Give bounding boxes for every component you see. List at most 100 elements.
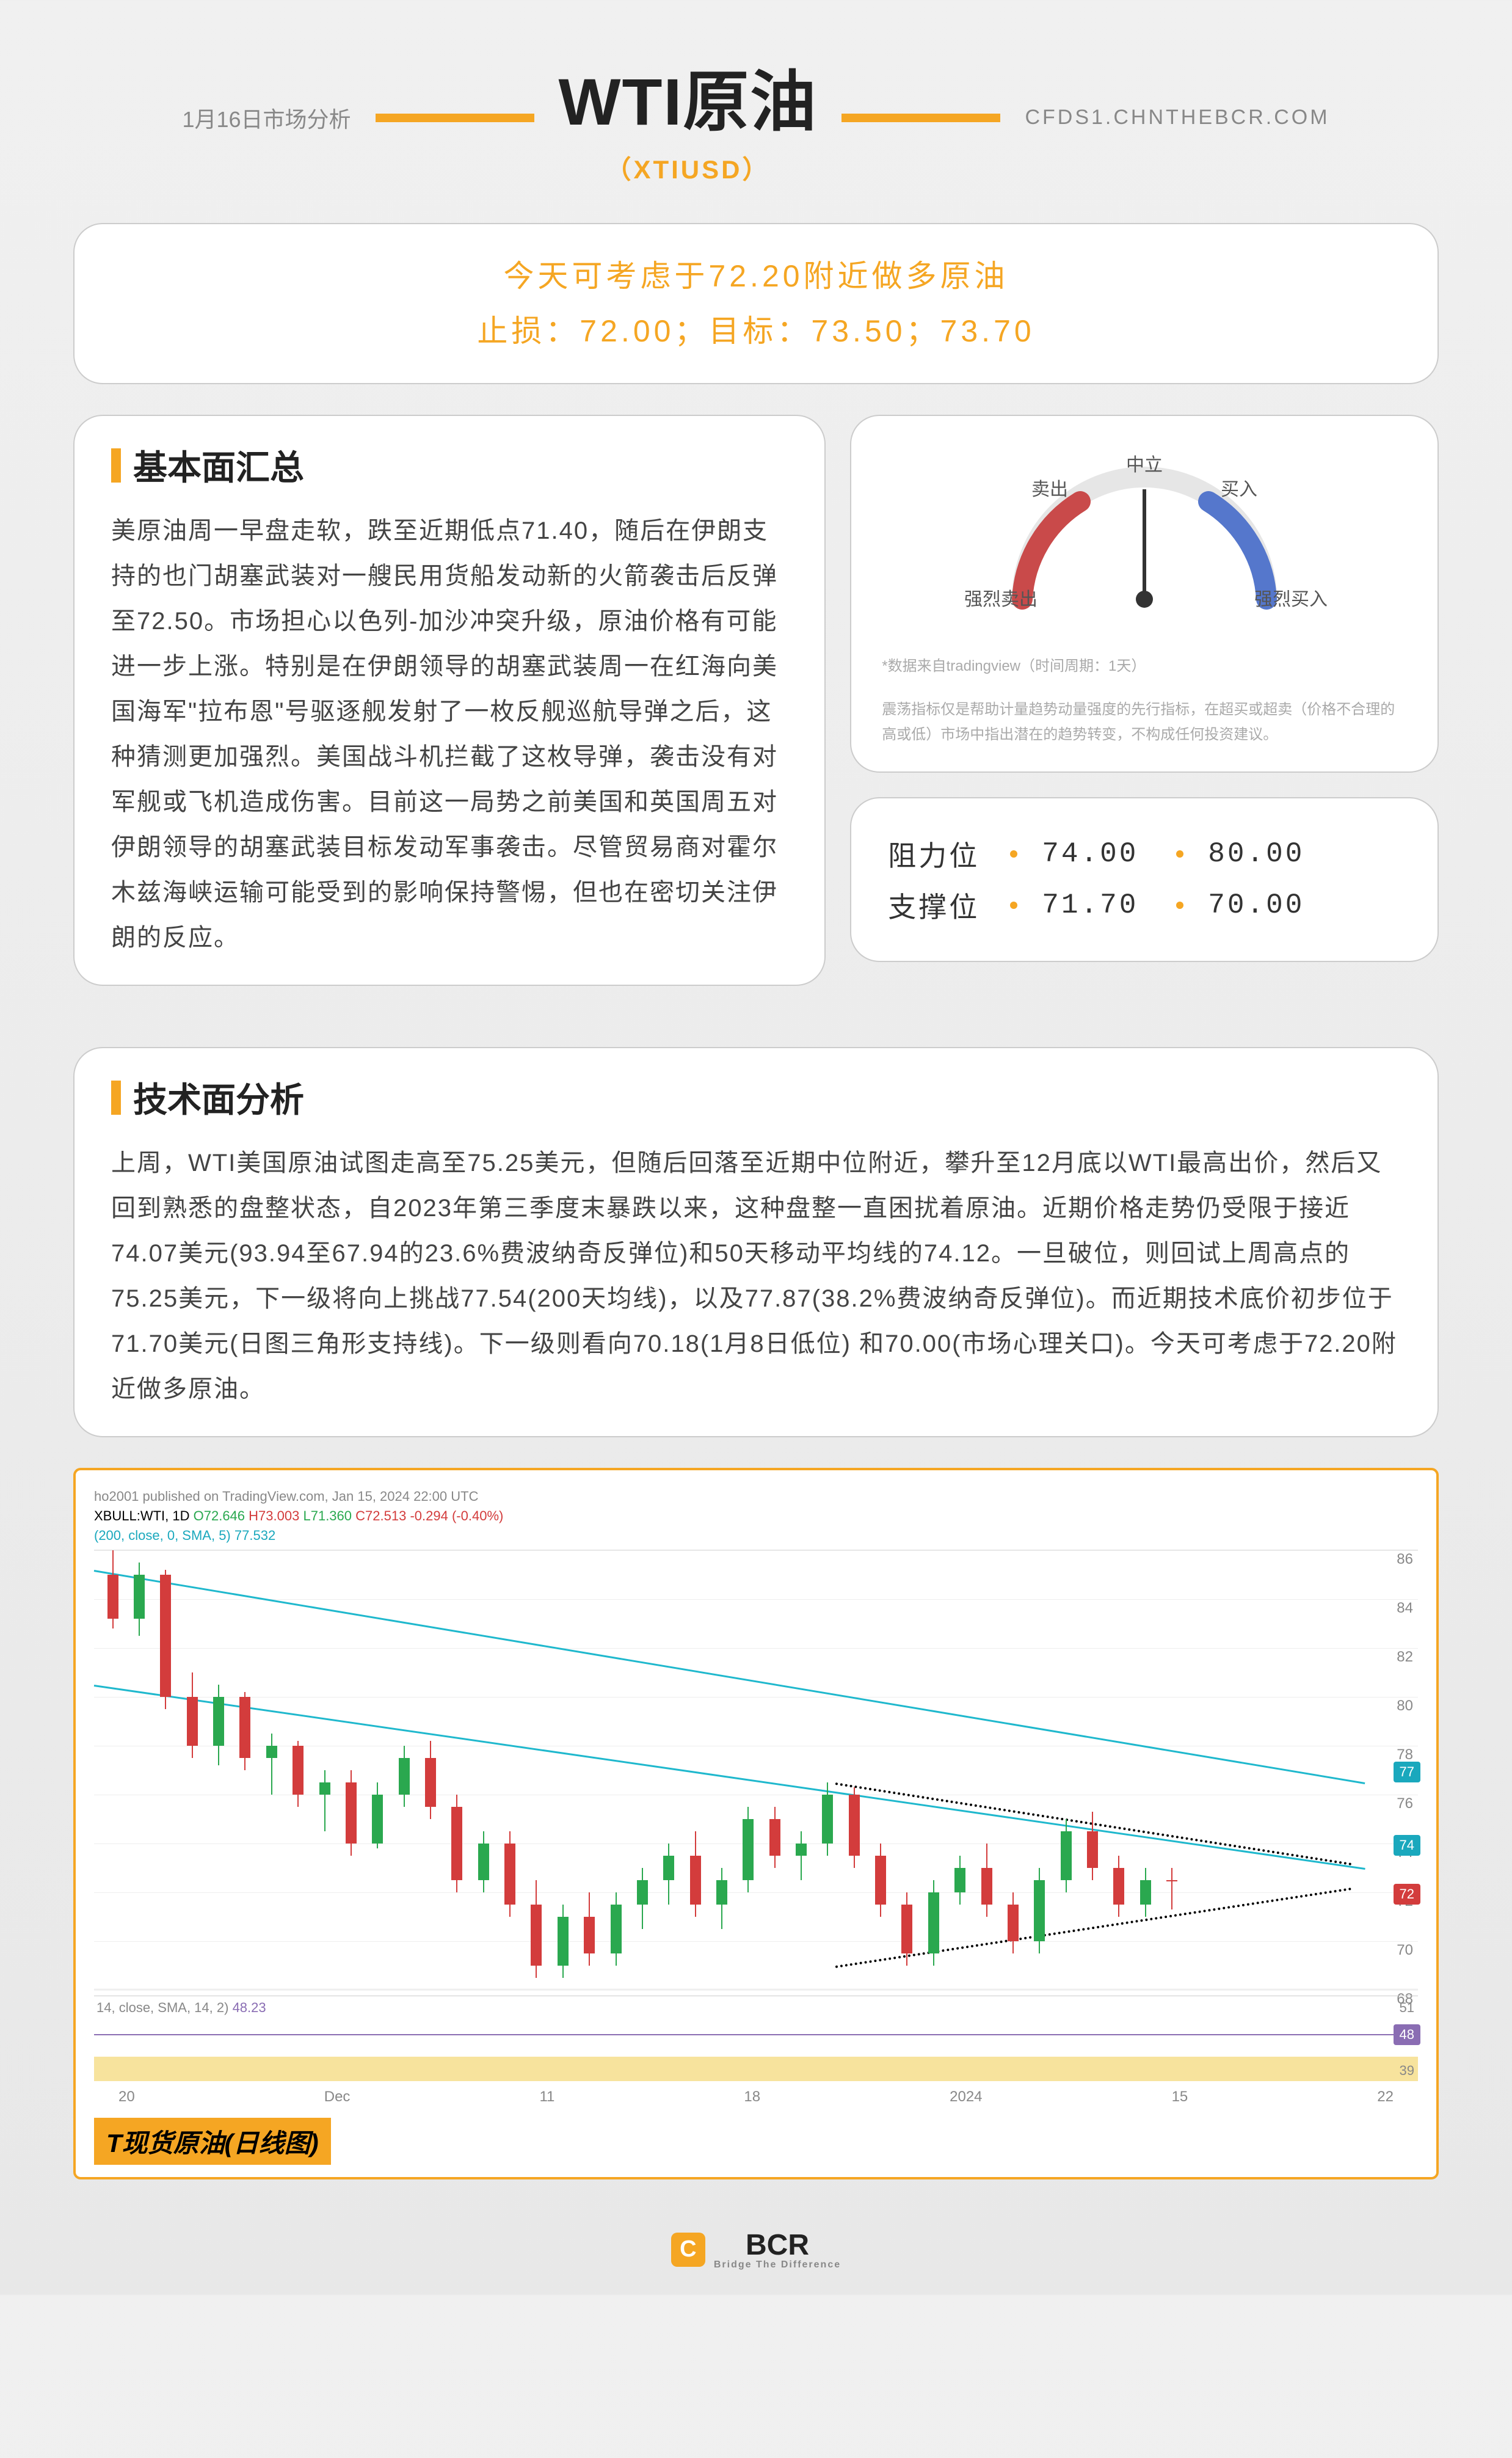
candle [1140,1868,1151,1917]
candle [611,1892,622,1966]
gauge-card: 中立 卖出 买入 强烈卖出 强烈买入 *数据来自tradingview（时间周期… [850,415,1439,773]
candle [584,1892,595,1966]
ohlc-chg: -0.294 [410,1508,448,1523]
candle [796,1831,807,1880]
ohlc-c: C72.513 [355,1508,406,1523]
brand-name: BCR [714,2228,841,2262]
candle [1087,1812,1098,1880]
brand-icon: C [671,2233,705,2267]
x-tick: Dec [324,2088,351,2106]
x-tick: 20 [118,2088,135,2106]
fundamental-text: 美原油周一早盘走软，跌至近期低点71.40，随后在伊朗支持的也门胡塞武装对一艘民… [111,508,788,960]
fundamental-title: 基本面汇总 [111,440,788,490]
gauge-buy-label: 买入 [1221,480,1257,500]
sma200-label: (200, close, 0, SMA, 5) 77.532 [94,1528,1418,1544]
candle [372,1782,383,1848]
chart-x-axis: 20 Dec 11 18 2024 15 22 [94,2081,1418,2106]
support-label: 支撑位 [888,885,986,925]
candle [187,1672,198,1758]
candle [637,1868,648,1929]
gauge-neutral-label: 中立 [1126,455,1163,475]
candle [266,1734,277,1795]
candle [954,1856,965,1905]
support-row: 支撑位 71.70 70.00 [888,885,1401,925]
page-subtitle: （XTIUSD） [559,149,818,186]
candle [1166,1868,1177,1909]
symbol: XBULL:WTI, 1D [94,1508,189,1523]
header-row: 1月16日市场分析 WTI原油 （XTIUSD） CFDS1.CHNTHEBCR… [73,49,1439,186]
right-column: 中立 卖出 买入 强烈卖出 强烈买入 *数据来自tradingview（时间周期… [850,415,1439,1016]
gauge-note-2: 震荡指标仅是帮助计量趋势动量强度的先行指标，在超买或超卖（价格不合理的高或低）市… [882,698,1407,748]
candle [239,1692,250,1770]
gauge-strong-sell-label: 强烈卖出 [964,589,1038,610]
indicator-label: 14, close, SMA, 14, 2) 48.23 [94,1996,1418,2016]
candle [293,1741,303,1807]
candle [451,1795,462,1892]
candle [1008,1892,1019,1953]
candle [822,1782,833,1856]
indicator-fill [94,2057,1418,2081]
accent-bar-left [376,114,534,122]
candle [716,1868,727,1929]
footer-brand: C BCR Bridge The Difference [73,2228,1439,2270]
gauge-sell-label: 卖出 [1031,480,1068,500]
x-tick: 22 [1377,2088,1394,2106]
gauge-note-1: *数据来自tradingview（时间周期：1天） [882,654,1407,679]
header-url: CFDS1.CHNTHEBCR.COM [1025,106,1329,129]
sentiment-gauge: 中立 卖出 买入 强烈卖出 强烈买入 [949,440,1340,636]
y-gridline: 86 [94,1550,1418,1568]
candle [399,1746,410,1807]
price-chart-card: ho2001 published on TradingView.com, Jan… [73,1468,1439,2179]
resistance-2: 80.00 [1208,838,1318,870]
candle [107,1550,118,1628]
y-gridline: 82 [94,1648,1418,1666]
dot-icon [1010,850,1017,858]
date-line: 1月16日市场分析 [182,102,351,134]
indicator-tag: 48 [1394,2024,1420,2045]
candle [743,1807,754,1892]
technical-card: 技术面分析 上周，WTI美国原油试图走高至75.25美元，但随后回落至近期中位附… [73,1047,1439,1437]
candle [769,1807,780,1868]
candle [425,1741,436,1819]
dot-icon [1176,850,1183,858]
candle [213,1685,224,1765]
indicator-panel: 14, close, SMA, 14, 2) 48.23 51 46 39 48 [94,1996,1418,2081]
accent-bar-right [841,114,1000,122]
x-tick: 15 [1172,2088,1188,2106]
page-title: WTI原油 [559,49,818,144]
x-tick: 18 [744,2088,760,2106]
resistance-row: 阻力位 74.00 80.00 [888,834,1401,874]
technical-title: 技术面分析 [111,1073,1401,1122]
y-gridline: 74 [94,1844,1418,1861]
candle [690,1831,701,1917]
candle [346,1770,357,1856]
candle [504,1831,515,1917]
candle [928,1880,939,1966]
chart-plot-area: 68707274767880828486777472 [94,1550,1418,1989]
ind-y-tick: 51 [1400,2000,1414,2016]
ohlc-pct: (-0.40%) [452,1508,503,1523]
technical-text: 上周，WTI美国原油试图走高至75.25美元，但随后回落至近期中位附近，攀升至1… [111,1140,1401,1412]
candle [134,1563,145,1636]
y-gridline: 80 [94,1697,1418,1715]
y-gridline: 70 [94,1941,1418,1959]
candle [849,1787,860,1868]
price-tag: 74 [1394,1835,1420,1856]
header-center: WTI原油 （XTIUSD） [559,49,818,186]
ohlc-l: L71.360 [303,1508,352,1523]
price-tag: 77 [1394,1762,1420,1782]
candle [901,1892,912,1966]
candle [531,1880,542,1978]
callout-card: 今天可考虑于72.20附近做多原油 止损：72.00；目标：73.50；73.7… [73,223,1439,384]
two-column-section: 基本面汇总 美原油周一早盘走软，跌至近期低点71.40，随后在伊朗支持的也门胡塞… [73,415,1439,1016]
x-tick: 11 [539,2088,554,2106]
candle [875,1844,886,1917]
gauge-strong-buy-label: 强烈买入 [1254,589,1328,610]
x-tick: 2024 [950,2088,982,2106]
candle [558,1905,569,1978]
callout-line1: 今天可考虑于72.20附近做多原油 [111,249,1401,304]
candle [478,1831,489,1892]
price-tag: 72 [1394,1884,1420,1905]
candle [1113,1856,1124,1917]
ohlc-h: H73.003 [249,1508,299,1523]
